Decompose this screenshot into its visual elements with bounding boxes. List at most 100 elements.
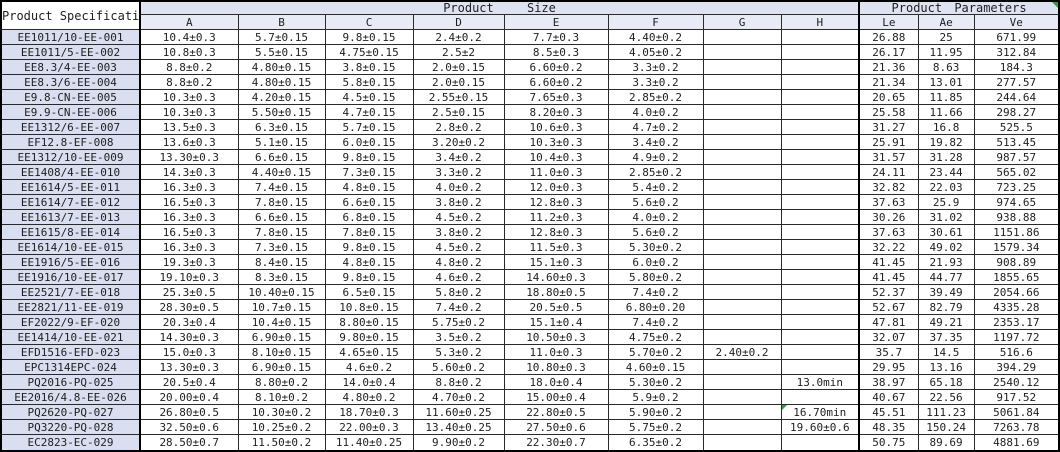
- spec-cell[interactable]: EE2521/7-EE-018: [0, 284, 141, 301]
- data-cell[interactable]: 26.80±0.5: [139, 404, 239, 421]
- data-cell[interactable]: 13.30±0.3: [139, 149, 239, 166]
- data-cell[interactable]: 24.11: [858, 164, 919, 181]
- spec-cell[interactable]: EPC1314EPC-024: [0, 359, 141, 376]
- data-cell[interactable]: 16.70min: [780, 404, 860, 421]
- data-cell[interactable]: 16.3±0.3: [139, 209, 239, 226]
- data-cell[interactable]: [780, 119, 860, 136]
- data-cell[interactable]: 31.27: [858, 119, 919, 136]
- data-cell[interactable]: [780, 314, 860, 331]
- data-cell[interactable]: 4.6±0.2: [412, 269, 505, 286]
- data-cell[interactable]: 513.45: [973, 134, 1060, 151]
- data-cell[interactable]: 10.3±0.3: [139, 89, 239, 106]
- data-cell[interactable]: 5.6±0.2: [607, 194, 704, 211]
- data-cell[interactable]: 9.80±0.15: [324, 329, 414, 346]
- data-cell[interactable]: 8.4±0.15: [237, 254, 326, 271]
- spec-cell[interactable]: EFD1516-EFD-023: [0, 344, 141, 361]
- data-cell[interactable]: [780, 239, 860, 256]
- data-cell[interactable]: [702, 419, 782, 436]
- column-header-f[interactable]: F: [607, 14, 704, 30]
- params-group-header-cell[interactable]: Product Parameters: [858, 0, 1060, 15]
- data-cell[interactable]: 2.40±0.2: [702, 344, 782, 361]
- data-cell[interactable]: 4.8±0.15: [324, 254, 414, 271]
- data-cell[interactable]: 3.8±0.2: [412, 224, 505, 241]
- data-cell[interactable]: 11.2±0.3: [503, 209, 609, 226]
- column-header-g[interactable]: G: [702, 14, 782, 30]
- data-cell[interactable]: 5.7±0.15: [237, 28, 326, 46]
- data-cell[interactable]: 28.30±0.5: [139, 299, 239, 316]
- data-cell[interactable]: [702, 269, 782, 286]
- data-cell[interactable]: 12.0±0.3: [503, 179, 609, 196]
- data-cell[interactable]: 10.8±0.15: [324, 299, 414, 316]
- data-cell[interactable]: 7.3±0.15: [324, 164, 414, 181]
- data-cell[interactable]: 26.17: [858, 44, 919, 61]
- data-cell[interactable]: 21.34: [858, 74, 919, 91]
- data-cell[interactable]: 4.40±0.2: [607, 28, 704, 46]
- data-cell[interactable]: 13.40±0.25: [412, 419, 505, 436]
- data-cell[interactable]: 671.99: [973, 28, 1060, 46]
- data-cell[interactable]: 13.0min: [780, 374, 860, 391]
- data-cell[interactable]: 18.80±0.5: [503, 284, 609, 301]
- data-cell[interactable]: 7.8±0.15: [324, 224, 414, 241]
- data-cell[interactable]: [702, 149, 782, 166]
- data-cell[interactable]: 21.93: [917, 254, 975, 271]
- data-cell[interactable]: 30.61: [917, 224, 975, 241]
- data-cell[interactable]: [780, 299, 860, 316]
- data-cell[interactable]: 20.3±0.4: [139, 314, 239, 331]
- data-cell[interactable]: 16.8: [917, 119, 975, 136]
- data-cell[interactable]: 5.1±0.15: [237, 134, 326, 151]
- data-cell[interactable]: 11.85: [917, 89, 975, 106]
- column-header-e[interactable]: E: [503, 14, 609, 30]
- spec-cell[interactable]: EE1614/5-EE-011: [0, 179, 141, 196]
- data-cell[interactable]: 9.8±0.15: [324, 269, 414, 286]
- data-cell[interactable]: 6.8±0.15: [324, 209, 414, 226]
- data-cell[interactable]: 6.90±0.15: [237, 359, 326, 376]
- data-cell[interactable]: 5.50±0.15: [237, 104, 326, 121]
- data-cell[interactable]: 4.60±0.15: [607, 359, 704, 376]
- data-cell[interactable]: 8.5±0.3: [503, 44, 609, 61]
- data-cell[interactable]: 8.10±0.2: [237, 389, 326, 406]
- spec-cell[interactable]: E9.8-CN-EE-005: [0, 89, 141, 106]
- data-cell[interactable]: [780, 89, 860, 106]
- data-cell[interactable]: 8.63: [917, 59, 975, 76]
- data-cell[interactable]: 7.65±0.3: [503, 89, 609, 106]
- data-cell[interactable]: 516.6: [973, 344, 1060, 361]
- data-cell[interactable]: 2353.17: [973, 314, 1060, 331]
- data-cell[interactable]: 5.60±0.2: [412, 359, 505, 376]
- data-cell[interactable]: 22.03: [917, 179, 975, 196]
- data-cell[interactable]: 7.8±0.15: [237, 224, 326, 241]
- data-cell[interactable]: 37.63: [858, 224, 919, 241]
- data-cell[interactable]: 37.35: [917, 329, 975, 346]
- column-header-ae[interactable]: Ae: [917, 14, 975, 30]
- data-cell[interactable]: 4.80±0.15: [237, 59, 326, 76]
- data-cell[interactable]: 111.23: [917, 404, 975, 421]
- data-cell[interactable]: 9.8±0.15: [324, 149, 414, 166]
- data-cell[interactable]: 4.75±0.15: [324, 44, 414, 61]
- data-cell[interactable]: 50.75: [858, 434, 919, 452]
- data-cell[interactable]: 298.27: [973, 104, 1060, 121]
- column-header-ve[interactable]: Ve: [973, 14, 1060, 30]
- data-cell[interactable]: 10.3±0.3: [139, 104, 239, 121]
- data-cell[interactable]: 7.7±0.3: [503, 28, 609, 46]
- data-cell[interactable]: 11.5±0.3: [503, 239, 609, 256]
- data-cell[interactable]: 7263.78: [973, 419, 1060, 436]
- data-cell[interactable]: 8.10±0.15: [237, 344, 326, 361]
- data-cell[interactable]: 10.25±0.2: [237, 419, 326, 436]
- spec-cell[interactable]: EE1011/5-EE-002: [0, 44, 141, 61]
- data-cell[interactable]: 40.67: [858, 389, 919, 406]
- data-cell[interactable]: 10.30±0.2: [237, 404, 326, 421]
- data-cell[interactable]: 41.45: [858, 269, 919, 286]
- data-cell[interactable]: [780, 269, 860, 286]
- data-cell[interactable]: 9.8±0.15: [324, 239, 414, 256]
- data-cell[interactable]: 32.82: [858, 179, 919, 196]
- data-cell[interactable]: 14.30±0.3: [139, 329, 239, 346]
- data-cell[interactable]: 6.60±0.2: [503, 74, 609, 91]
- data-cell[interactable]: [702, 239, 782, 256]
- spec-cell[interactable]: PQ2620-PQ-027: [0, 404, 141, 421]
- data-cell[interactable]: 16.5±0.3: [139, 194, 239, 211]
- data-cell[interactable]: [780, 194, 860, 211]
- data-cell[interactable]: 10.4±0.3: [503, 149, 609, 166]
- data-cell[interactable]: 4.05±0.2: [607, 44, 704, 61]
- column-header-b[interactable]: B: [237, 14, 326, 30]
- data-cell[interactable]: 312.84: [973, 44, 1060, 61]
- data-cell[interactable]: 3.8±0.2: [412, 194, 505, 211]
